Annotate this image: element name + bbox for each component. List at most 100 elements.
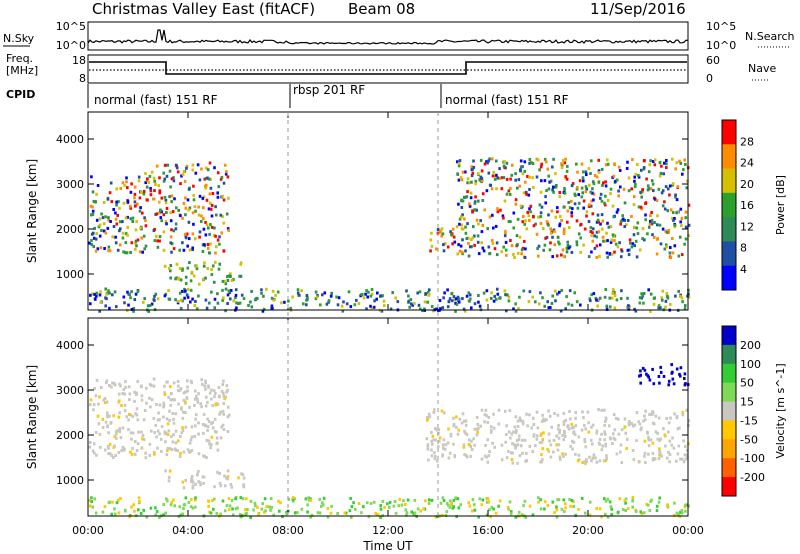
echo-cell xyxy=(633,307,636,311)
echo-cell xyxy=(149,193,153,197)
echo-cell xyxy=(549,231,553,235)
echo-cell xyxy=(552,185,555,189)
echo-cell xyxy=(429,249,432,253)
echo-cell xyxy=(228,291,232,295)
echo-cell xyxy=(598,459,602,463)
echo-cell xyxy=(209,446,212,450)
echo-cell xyxy=(496,287,499,291)
echo-cell xyxy=(599,196,602,200)
echo-cell xyxy=(155,403,158,406)
echo-cell xyxy=(89,398,93,402)
echo-cell xyxy=(205,198,209,202)
echo-cell xyxy=(640,296,644,300)
echo-cell xyxy=(136,290,140,293)
echo-cell xyxy=(221,499,225,503)
echo-cell xyxy=(143,247,146,251)
echo-cell xyxy=(541,447,545,451)
echo-cell xyxy=(308,498,311,502)
echo-cell xyxy=(511,451,514,455)
echo-cell xyxy=(95,378,99,382)
echo-cell xyxy=(129,217,133,221)
echo-cell xyxy=(686,179,689,183)
echo-cell xyxy=(537,496,540,500)
echo-cell xyxy=(609,187,613,191)
colorbar-segment xyxy=(722,120,736,145)
echo-cell xyxy=(137,430,140,434)
echo-cell xyxy=(92,408,95,412)
echo-cell xyxy=(153,294,156,298)
echo-cell xyxy=(596,213,600,217)
echo-cell xyxy=(507,220,511,223)
echo-cell xyxy=(582,170,585,174)
echo-cell xyxy=(466,222,469,226)
echo-cell xyxy=(184,400,187,404)
echo-cell xyxy=(677,254,681,258)
echo-cell xyxy=(163,391,166,395)
echo-cell xyxy=(162,404,166,407)
echo-cell xyxy=(460,206,464,209)
echo-cell xyxy=(571,447,574,451)
echo-cell xyxy=(249,499,253,503)
colorbar-tick-label: 12 xyxy=(740,220,754,233)
echo-cell xyxy=(124,380,127,384)
echo-cell xyxy=(182,507,185,510)
echo-cell xyxy=(548,180,551,184)
echo-cell xyxy=(595,507,598,511)
echo-cell xyxy=(205,183,208,187)
echo-cell xyxy=(158,235,162,238)
echo-cell xyxy=(178,388,182,392)
echo-cell xyxy=(560,507,564,511)
echo-cell xyxy=(291,496,295,500)
echo-cell xyxy=(163,430,166,434)
echo-cell xyxy=(133,204,137,208)
echo-cell xyxy=(452,295,456,299)
echo-cell xyxy=(154,513,157,517)
echo-cell xyxy=(684,304,687,308)
echo-cell xyxy=(471,168,474,172)
echo-cell xyxy=(457,300,461,304)
echo-cell xyxy=(530,426,533,430)
echo-cell xyxy=(511,442,514,446)
echo-cell xyxy=(503,289,507,293)
echo-cell xyxy=(621,217,625,221)
echo-cell xyxy=(175,166,179,170)
echo-cell xyxy=(163,384,166,388)
time-axis: 00:00 04:00 08:00 12:00 16:00 20:00 00:00 xyxy=(72,112,704,537)
echo-cell xyxy=(260,291,263,295)
echo-cell xyxy=(671,182,675,186)
echo-cell xyxy=(181,426,184,430)
echo-cell xyxy=(104,287,107,291)
echo-cell xyxy=(580,195,584,199)
echo-cell xyxy=(492,412,495,416)
echo-cell xyxy=(664,185,668,189)
echo-cell xyxy=(413,498,417,502)
echo-cell xyxy=(393,500,397,503)
echo-cell xyxy=(573,202,577,206)
echo-cell xyxy=(646,232,649,236)
echo-cell xyxy=(418,290,422,294)
echo-cell xyxy=(528,175,531,179)
echo-cell xyxy=(571,207,574,211)
echo-cell xyxy=(114,454,117,457)
echo-cell xyxy=(586,410,590,414)
echo-cell xyxy=(474,179,478,183)
echo-cell xyxy=(115,430,118,433)
xtick-label: 20:00 xyxy=(572,524,604,537)
echo-cell xyxy=(582,206,585,210)
echo-cell xyxy=(658,447,661,451)
echo-cell xyxy=(227,228,230,232)
echo-cell xyxy=(260,507,264,511)
echo-cell xyxy=(556,427,560,431)
echo-cell xyxy=(675,161,679,165)
echo-cell xyxy=(548,439,551,443)
echo-cell xyxy=(226,293,230,297)
echo-cell xyxy=(293,497,296,501)
echo-cell xyxy=(455,515,458,519)
colorbar-segment xyxy=(722,326,736,346)
echo-cell xyxy=(216,171,220,175)
echo-cell xyxy=(568,410,571,413)
echo-cell xyxy=(684,444,687,448)
echo-cell xyxy=(645,502,648,506)
echo-cell xyxy=(330,504,333,508)
echo-cell xyxy=(391,291,394,295)
